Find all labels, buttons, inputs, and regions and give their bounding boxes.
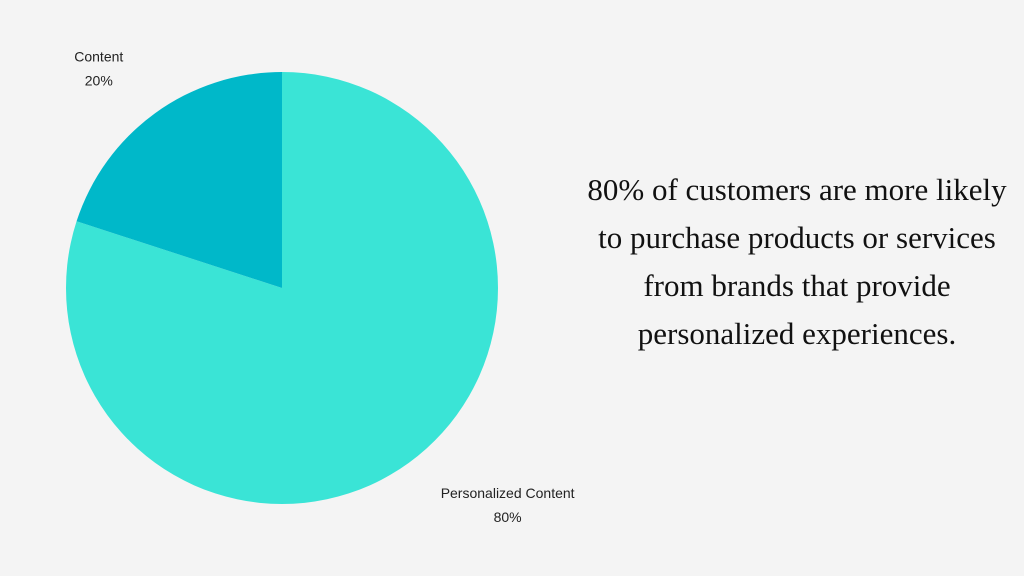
slice-label: Content bbox=[74, 48, 123, 64]
pie-slice bbox=[76, 72, 282, 288]
annotation: 80% of customers are more likely to purc… bbox=[587, 172, 1007, 351]
slice-label: Personalized Content bbox=[441, 485, 575, 501]
slice-value-label: 80% bbox=[494, 509, 522, 525]
slice-value-label: 20% bbox=[85, 72, 113, 88]
